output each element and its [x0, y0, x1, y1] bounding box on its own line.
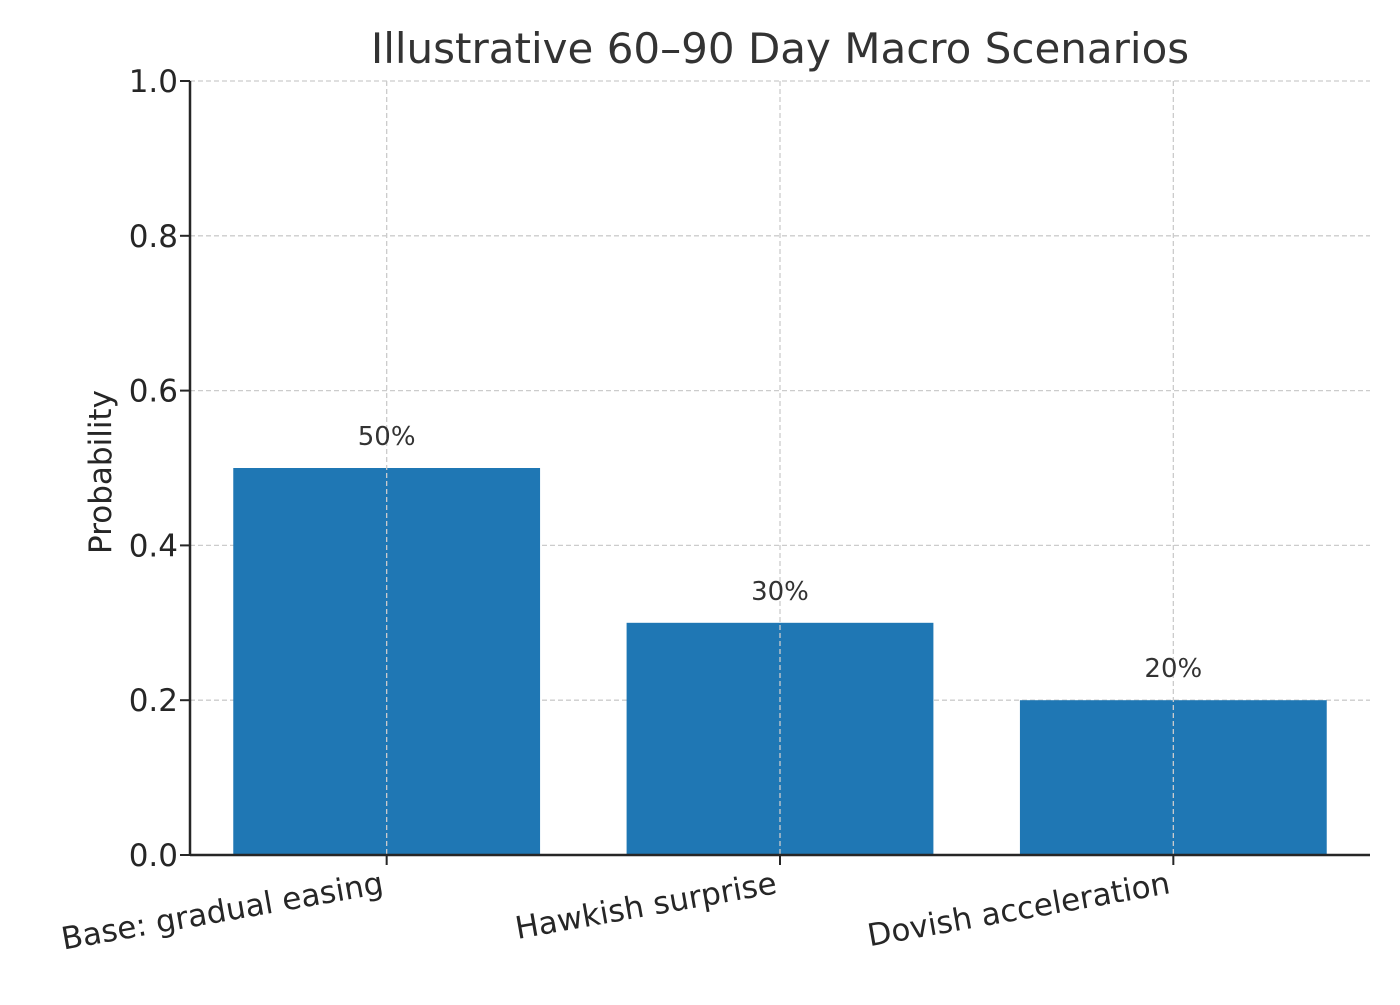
- x-tick-label: Dovish acceleration: [865, 865, 1173, 954]
- x-tick-label: Base: gradual easing: [59, 865, 386, 957]
- x-tick-labels: Base: gradual easing Hawkish surprise Dovi…: [59, 865, 1173, 957]
- vertical-gridlines: [386, 81, 1174, 855]
- data-label: 20%: [1144, 654, 1202, 684]
- data-label: 30%: [751, 577, 809, 607]
- y-tick-label: 0.4: [129, 528, 178, 564]
- y-tick-labels: 0.0 0.2 0.4 0.6 0.8 1.0: [129, 64, 178, 874]
- axes: [180, 80, 1370, 865]
- y-tick-label: 0.0: [129, 838, 178, 874]
- y-tick-label: 0.6: [129, 374, 178, 410]
- data-label: 50%: [358, 422, 416, 452]
- y-tick-label: 0.8: [129, 219, 178, 255]
- y-tick-label: 0.2: [129, 683, 178, 719]
- y-axis-label: Probability: [83, 390, 119, 554]
- x-tick-label: Hawkish surprise: [512, 865, 779, 946]
- chart-title: Illustrative 60–90 Day Macro Scenarios: [371, 24, 1189, 73]
- data-labels: 50% 30% 20%: [358, 422, 1202, 684]
- y-tick-label: 1.0: [129, 64, 178, 100]
